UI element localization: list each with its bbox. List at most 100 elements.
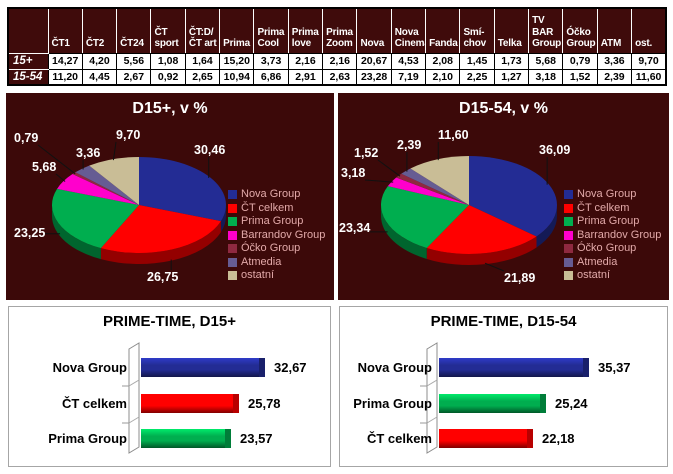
column-header-13: Smí- chov	[459, 7, 495, 54]
legend-item: ČT celkem	[228, 202, 325, 216]
pie-chart	[37, 141, 226, 270]
column-header-4: ČT sport	[150, 7, 186, 54]
pie-slice-side	[52, 205, 101, 260]
legend-item: Nova Group	[564, 188, 661, 202]
legend-swatch-icon	[564, 203, 573, 213]
share-value-cell: 2,39	[596, 68, 633, 86]
row-label: 15-54	[7, 68, 49, 86]
pie-data-label: 23,34	[339, 221, 371, 235]
bar-čt-celkem	[141, 394, 239, 413]
bar-prima-group	[439, 394, 546, 413]
legend-item: Barrandov Group	[564, 229, 661, 243]
pie-slice-prima-group	[52, 188, 139, 249]
pie-slice-prima-group	[381, 186, 469, 248]
pie-slice-side	[536, 205, 557, 248]
column-header-16: Óčko Group	[562, 7, 598, 54]
pie-data-label: 5,68	[32, 160, 57, 174]
legend-label: Barrandov Group	[577, 228, 662, 241]
share-value-cell: 1,27	[493, 68, 530, 86]
pie-leader-line	[112, 141, 117, 161]
share-value-cell: 2,16	[287, 52, 324, 70]
column-header-6: Prima	[219, 7, 255, 54]
share-value-cell: 15,20	[219, 52, 255, 70]
share-value-cell: 7,19	[390, 68, 427, 86]
share-value-cell: 2,91	[287, 68, 324, 86]
legend-swatch-icon	[228, 257, 237, 267]
legend-swatch-icon	[228, 190, 237, 200]
pie-slice-nova-group	[139, 157, 226, 222]
legend-label: ostatní	[241, 269, 275, 282]
pie-data-label: 11,60	[438, 128, 469, 142]
legend-swatch-icon	[228, 230, 237, 240]
pie-leader-line	[55, 173, 66, 182]
pie-data-label: 36,09	[539, 143, 571, 157]
pie-data-label: 21,89	[504, 271, 536, 285]
legend-label: Atmedia	[577, 255, 618, 268]
column-header-15: TV BAR Group	[528, 7, 564, 54]
legend-swatch-icon	[228, 203, 237, 213]
share-value-cell: 2,67	[116, 68, 152, 86]
bar-category-label: Nova Group	[52, 360, 127, 375]
column-header-11: Nova Cinema	[390, 7, 427, 54]
pie-slice-side	[381, 205, 427, 259]
pie-panel-d15plus: D15+, v % 30,46 26,75 23,25 5,68 0,79 3,36 9,7…	[6, 93, 334, 300]
pie-slice-óčko-group	[396, 173, 469, 205]
legend-swatch-icon	[564, 244, 573, 254]
column-header-1: ČT1	[47, 7, 83, 54]
legend-label: Óčko Group	[241, 242, 301, 255]
share-table-corner-cell	[7, 7, 49, 54]
legend-item: Nova Group	[228, 188, 325, 202]
share-value-cell: 1,52	[562, 68, 598, 86]
pie-data-label: 9,70	[116, 128, 141, 142]
bar-value-label: 25,24	[555, 396, 588, 411]
column-header-7: Prima Cool	[253, 7, 289, 54]
share-value-cell: 4,53	[390, 52, 427, 70]
bar-prima-group	[141, 429, 231, 448]
pie-data-label: 26,75	[147, 270, 179, 284]
bar-category-label: ČT celkem	[366, 431, 432, 446]
bar-chart-axis	[420, 342, 438, 454]
legend-swatch-icon	[564, 271, 573, 281]
category-axis-wall	[128, 342, 140, 454]
legend-item: Atmedia	[564, 256, 661, 270]
pie-leader-line	[377, 159, 401, 177]
bar-category-label: Prima Group	[48, 431, 127, 446]
column-header-17: ATM	[596, 7, 633, 54]
pie-data-label: 3,36	[76, 146, 101, 160]
bar-value-label: 23,57	[240, 431, 273, 446]
legend-item: ostatní	[564, 269, 661, 283]
pie-slice-ostatní	[89, 157, 139, 205]
pie-data-label: 23,25	[14, 226, 46, 240]
share-value-cell: 14,27	[47, 52, 83, 70]
pie-data-label: 2,39	[397, 138, 422, 152]
column-header-10: Nova	[356, 7, 392, 54]
legend-label: Nova Group	[577, 188, 637, 201]
share-value-cell: 0,92	[150, 68, 186, 86]
axis-tick-wall	[128, 416, 140, 424]
bar-value-label: 22,18	[542, 431, 575, 446]
share-value-cell: 3,73	[253, 52, 289, 70]
pie-slice-atmedia	[75, 165, 139, 205]
pie-data-label: 1,52	[354, 146, 379, 160]
pie-slice-atmedia	[401, 168, 469, 205]
share-value-cell: 2,08	[425, 52, 461, 70]
share-value-cell: 1,45	[459, 52, 495, 70]
share-value-cell: 4,20	[81, 52, 118, 70]
share-value-cell: 4,45	[81, 68, 118, 86]
pie-leader-line	[37, 144, 76, 175]
legend-label: Prima Group	[241, 215, 304, 228]
category-axis-wall	[426, 342, 438, 454]
column-header-18: ost.	[631, 7, 667, 54]
share-value-cell: 23,28	[356, 68, 392, 86]
column-header-14: Telka	[493, 7, 530, 54]
legend-item: Prima Group	[228, 215, 325, 229]
pie-slice-ostatní	[410, 156, 469, 205]
axis-tick-wall	[426, 379, 438, 387]
legend-item: Barrandov Group	[228, 229, 325, 243]
legend-swatch-icon	[228, 271, 237, 281]
bar-panel-primetime-d15-54: PRIME-TIME, D15-54 Nova Group 35,37 Prima …	[339, 306, 668, 467]
share-value-cell: 11,60	[631, 68, 667, 86]
column-header-2: ČT2	[81, 7, 118, 54]
pie-slice-side	[100, 221, 221, 264]
column-header-12: Fanda	[425, 7, 461, 54]
